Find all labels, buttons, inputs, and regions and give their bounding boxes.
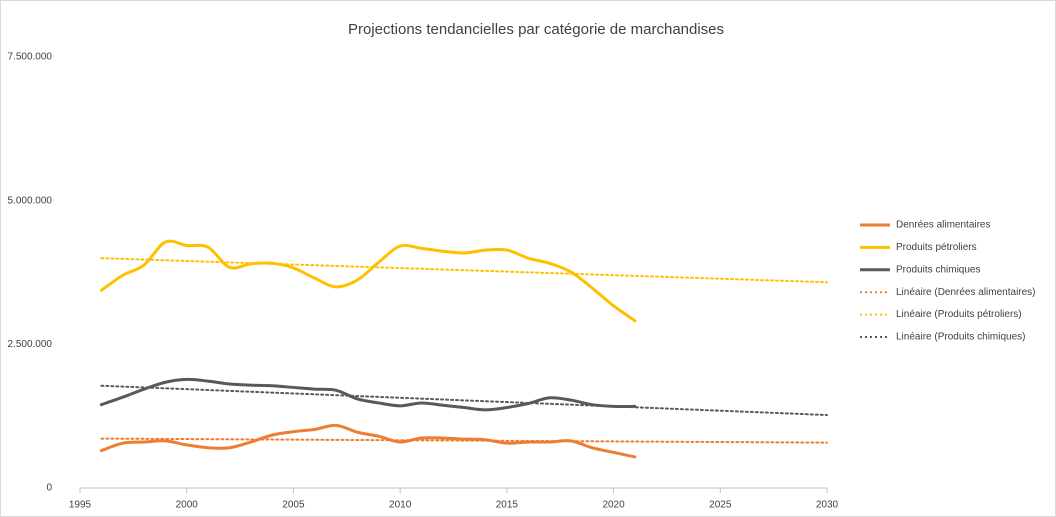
series-line <box>99 239 637 323</box>
y-tick-label: 7.500.000 <box>8 52 53 63</box>
series-line <box>99 423 637 459</box>
legend-label: Linéaire (Produits pétroliers) <box>896 309 1022 320</box>
y-tick-label: 5.000.000 <box>8 195 53 206</box>
legend-label: Linéaire (Produits chimiques) <box>896 332 1026 343</box>
x-tick-label: 2000 <box>176 500 199 511</box>
trend-line <box>100 384 828 417</box>
legend-label: Produits pétroliers <box>896 242 977 253</box>
x-tick-label: 2010 <box>389 500 412 511</box>
trend-line <box>100 437 828 444</box>
legend-label: Denrées alimentaires <box>896 220 991 231</box>
x-tick-label: 1995 <box>69 500 92 511</box>
chart-title: Projections tendancielles par catégorie … <box>348 21 724 38</box>
trend-line <box>100 257 828 284</box>
legend-label: Produits chimiques <box>896 264 980 275</box>
y-tick-label: 2.500.000 <box>8 339 53 350</box>
x-tick-label: 2005 <box>282 500 305 511</box>
x-tick-label: 2030 <box>816 500 839 511</box>
legend-label: Linéaire (Denrées alimentaires) <box>896 287 1036 298</box>
x-tick-label: 2020 <box>602 500 625 511</box>
y-tick-label: 0 <box>46 483 52 494</box>
series-line <box>99 377 637 412</box>
x-tick-label: 2015 <box>496 500 519 511</box>
x-tick-label: 2025 <box>709 500 732 511</box>
